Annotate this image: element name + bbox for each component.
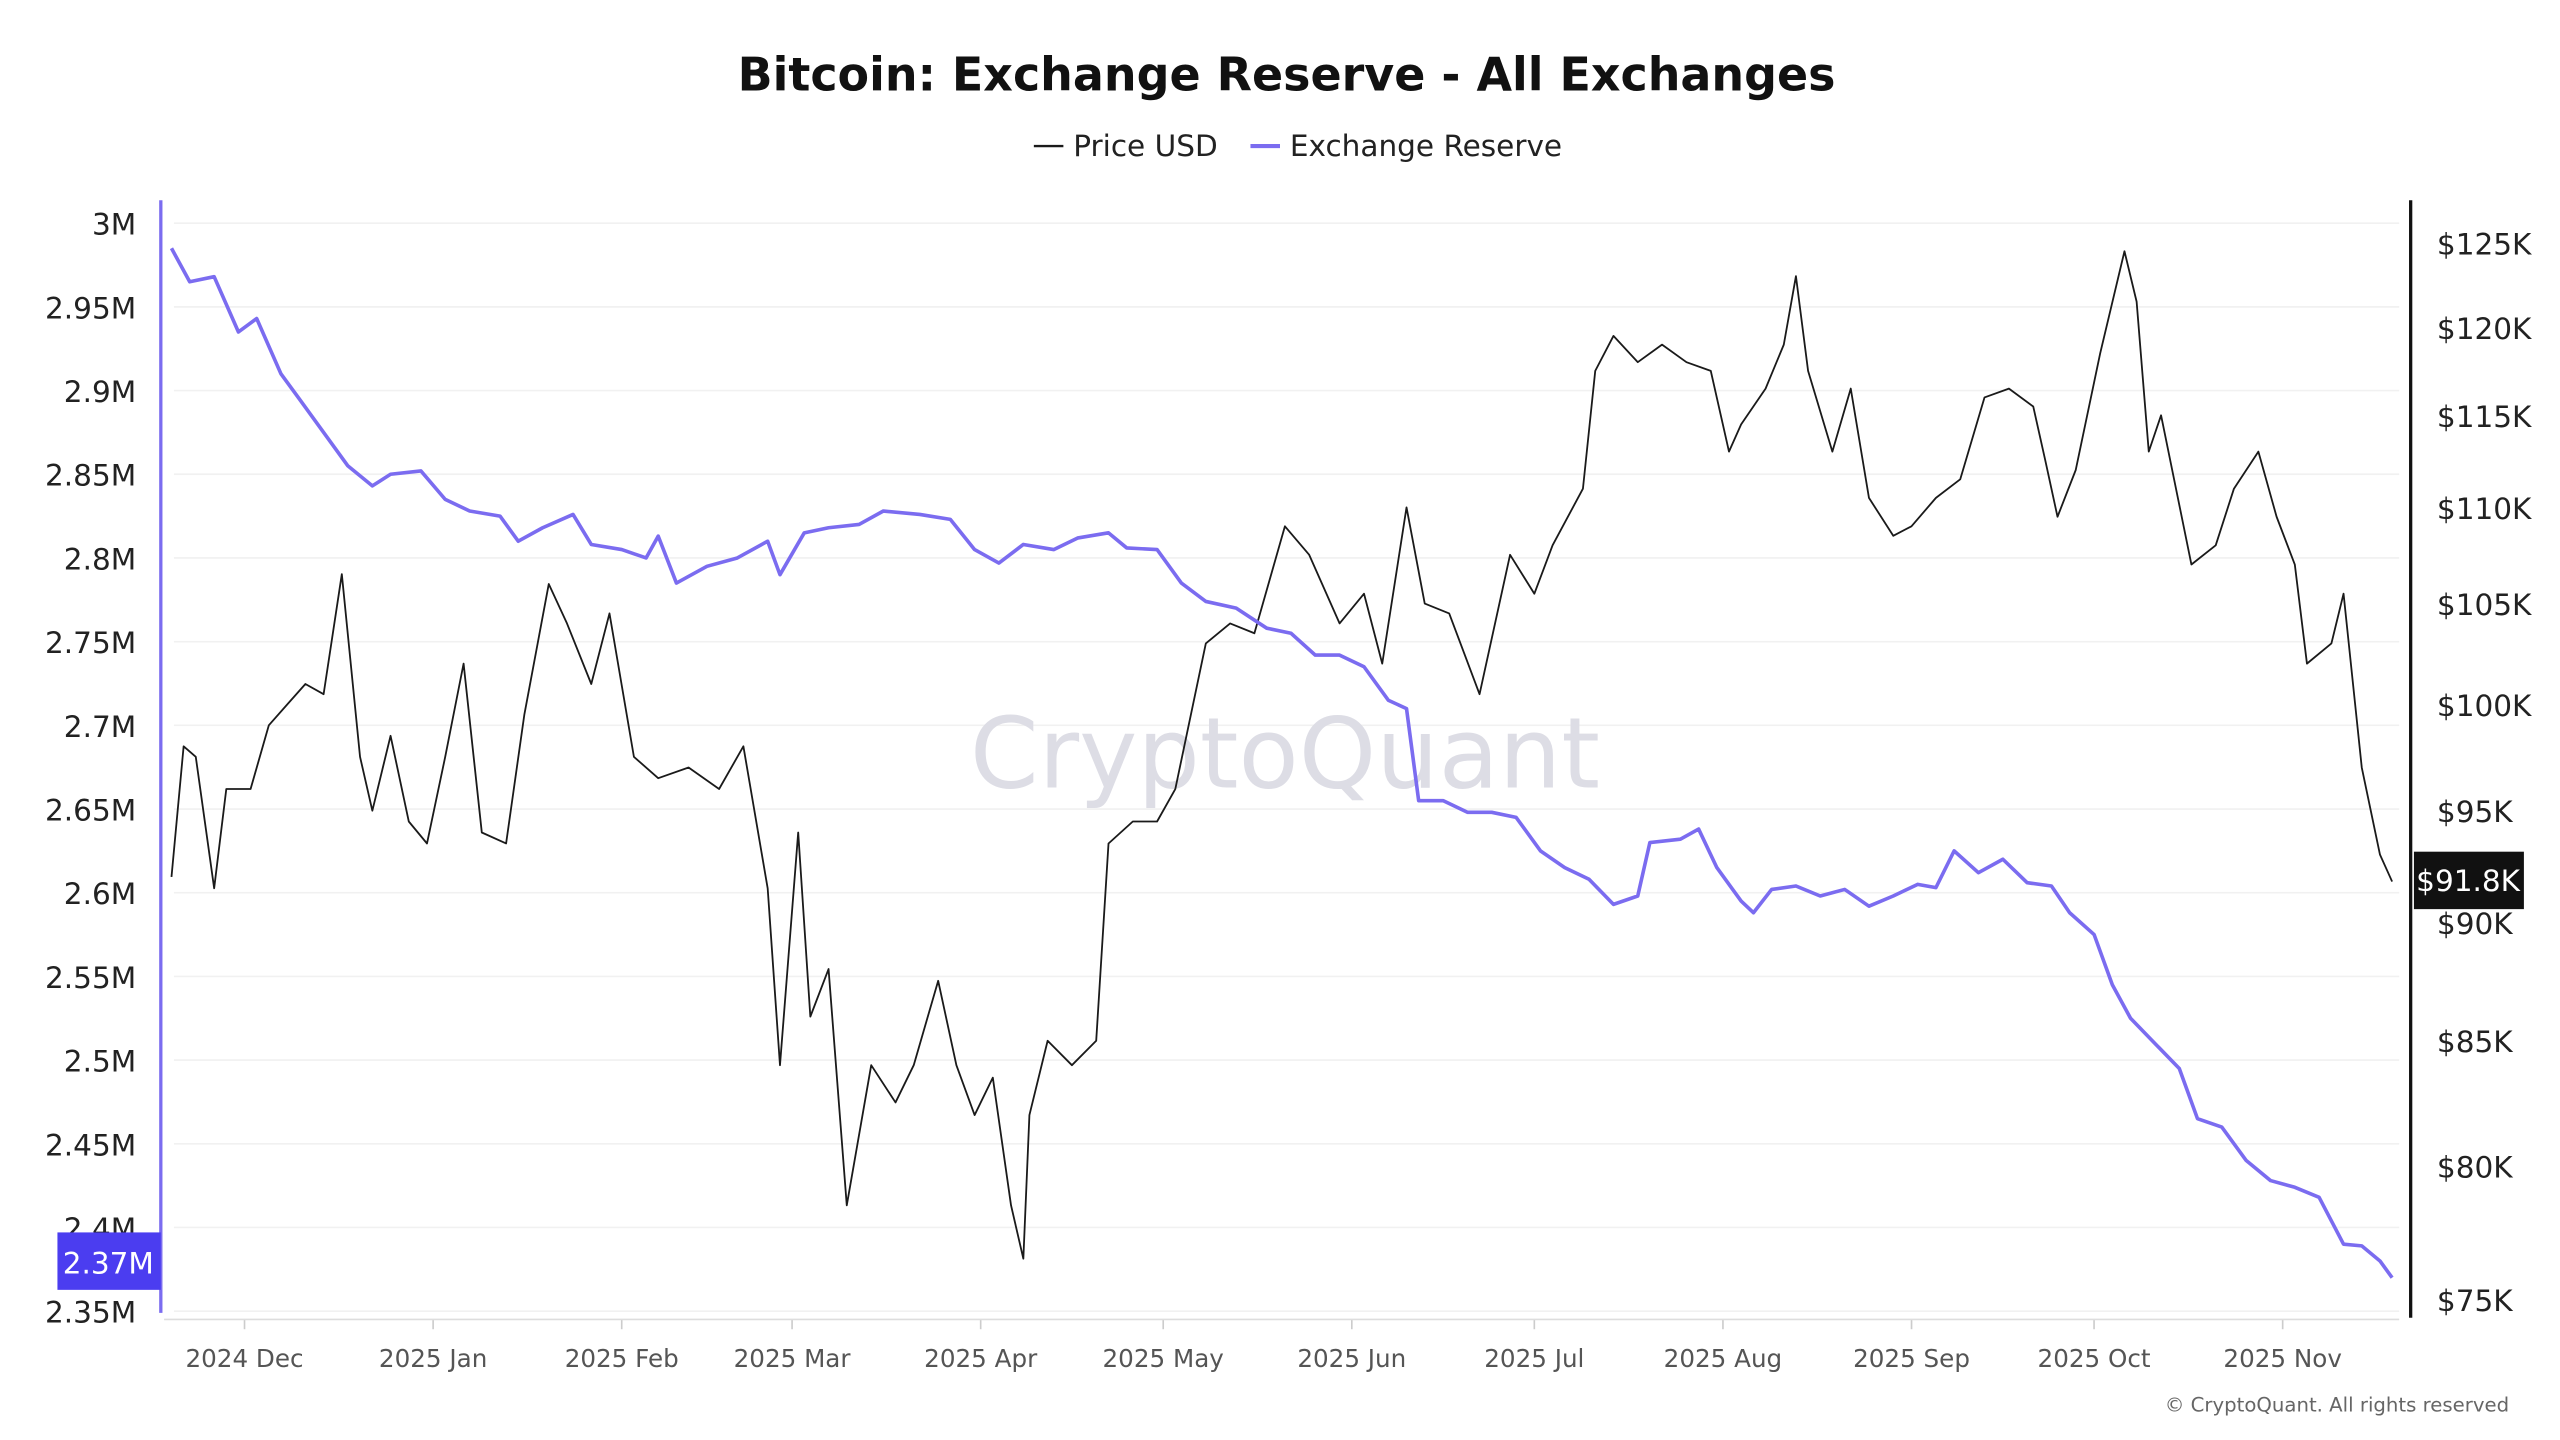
- x-tick-label: 2025 Feb: [565, 1344, 679, 1373]
- left-tick-label: 2.5M: [64, 1045, 136, 1079]
- x-tick-label: 2024 Dec: [185, 1344, 303, 1373]
- x-tick-label: 2025 May: [1103, 1344, 1224, 1373]
- x-tick-label: 2025 Mar: [734, 1344, 852, 1373]
- right-tick-label: $85K: [2437, 1025, 2513, 1059]
- right-tick-label: $95K: [2437, 795, 2513, 829]
- x-tick-label: 2025 Nov: [2223, 1344, 2341, 1373]
- left-tick-label: 2.55M: [45, 961, 136, 995]
- x-tick-label: 2025 Aug: [1664, 1344, 1783, 1373]
- right-tick-label: $115K: [2437, 400, 2532, 434]
- left-tick-label: 2.6M: [64, 877, 136, 911]
- right-tick-label: $90K: [2437, 907, 2513, 941]
- left-tick-label: 2.45M: [45, 1128, 136, 1162]
- x-tick-label: 2025 Oct: [2038, 1344, 2151, 1373]
- copyright: © CryptoQuant. All rights reserved: [2165, 1393, 2509, 1416]
- right-axis-ticks: $125K $120K $115K $110K $105K $100K $95K $90K $8…: [2437, 227, 2532, 1318]
- watermark: CryptoQuant: [970, 698, 1600, 812]
- x-tick-label: 2025 Jun: [1297, 1344, 1406, 1373]
- chart-title: Bitcoin: Exchange Reserve - All Exchange…: [738, 47, 1836, 101]
- right-tick-label: $75K: [2437, 1284, 2513, 1318]
- x-axis-ticks: 2024 Dec 2025 Jan 2025 Feb 2025 Mar 2025 Apr…: [185, 1319, 2342, 1373]
- x-tick-label: 2025 Apr: [924, 1344, 1038, 1373]
- legend-label-price[interactable]: Price USD: [1073, 129, 1217, 163]
- left-tick-label: 2.9M: [64, 375, 136, 409]
- left-tick-label: 2.35M: [45, 1296, 136, 1330]
- x-tick-label: 2025 Jan: [379, 1344, 487, 1373]
- left-tick-label: 2.65M: [45, 794, 136, 828]
- left-tick-label: 2.8M: [64, 542, 136, 576]
- left-tick-label: 2.75M: [45, 626, 136, 660]
- left-tick-label: 2.95M: [45, 291, 136, 325]
- left-tick-label: 2.85M: [45, 459, 136, 493]
- x-tick-label: 2025 Jul: [1484, 1344, 1584, 1373]
- left-tick-label: 3M: [92, 208, 136, 242]
- left-axis-ticks: 3M 2.95M 2.9M 2.85M 2.8M 2.75M 2.7M 2.65M 2.6M 2.…: [45, 208, 136, 1330]
- x-tick-label: 2025 Sep: [1853, 1344, 1970, 1373]
- exchange-reserve-line: [169, 247, 2394, 1279]
- right-tick-label: $125K: [2437, 227, 2532, 261]
- right-tick-label: $80K: [2437, 1151, 2513, 1185]
- series-layer: [169, 247, 2394, 1279]
- left-current-value: 2.37M: [63, 1246, 154, 1280]
- right-tick-label: $100K: [2437, 689, 2532, 723]
- left-tick-label: 2.7M: [64, 710, 136, 744]
- right-current-value: $91.8K: [2416, 864, 2520, 898]
- gridlines: [173, 222, 2400, 1312]
- right-tick-label: $105K: [2437, 588, 2532, 622]
- left-current-badge: 2.37M: [57, 1232, 161, 1290]
- legend-label-reserve[interactable]: Exchange Reserve: [1290, 129, 1562, 163]
- right-current-badge: $91.8K: [2413, 851, 2524, 910]
- price-usd-line: [170, 250, 2393, 1260]
- right-tick-label: $120K: [2437, 312, 2532, 346]
- legend: Price USD Exchange Reserve: [1033, 129, 1562, 163]
- right-tick-label: $110K: [2437, 492, 2532, 526]
